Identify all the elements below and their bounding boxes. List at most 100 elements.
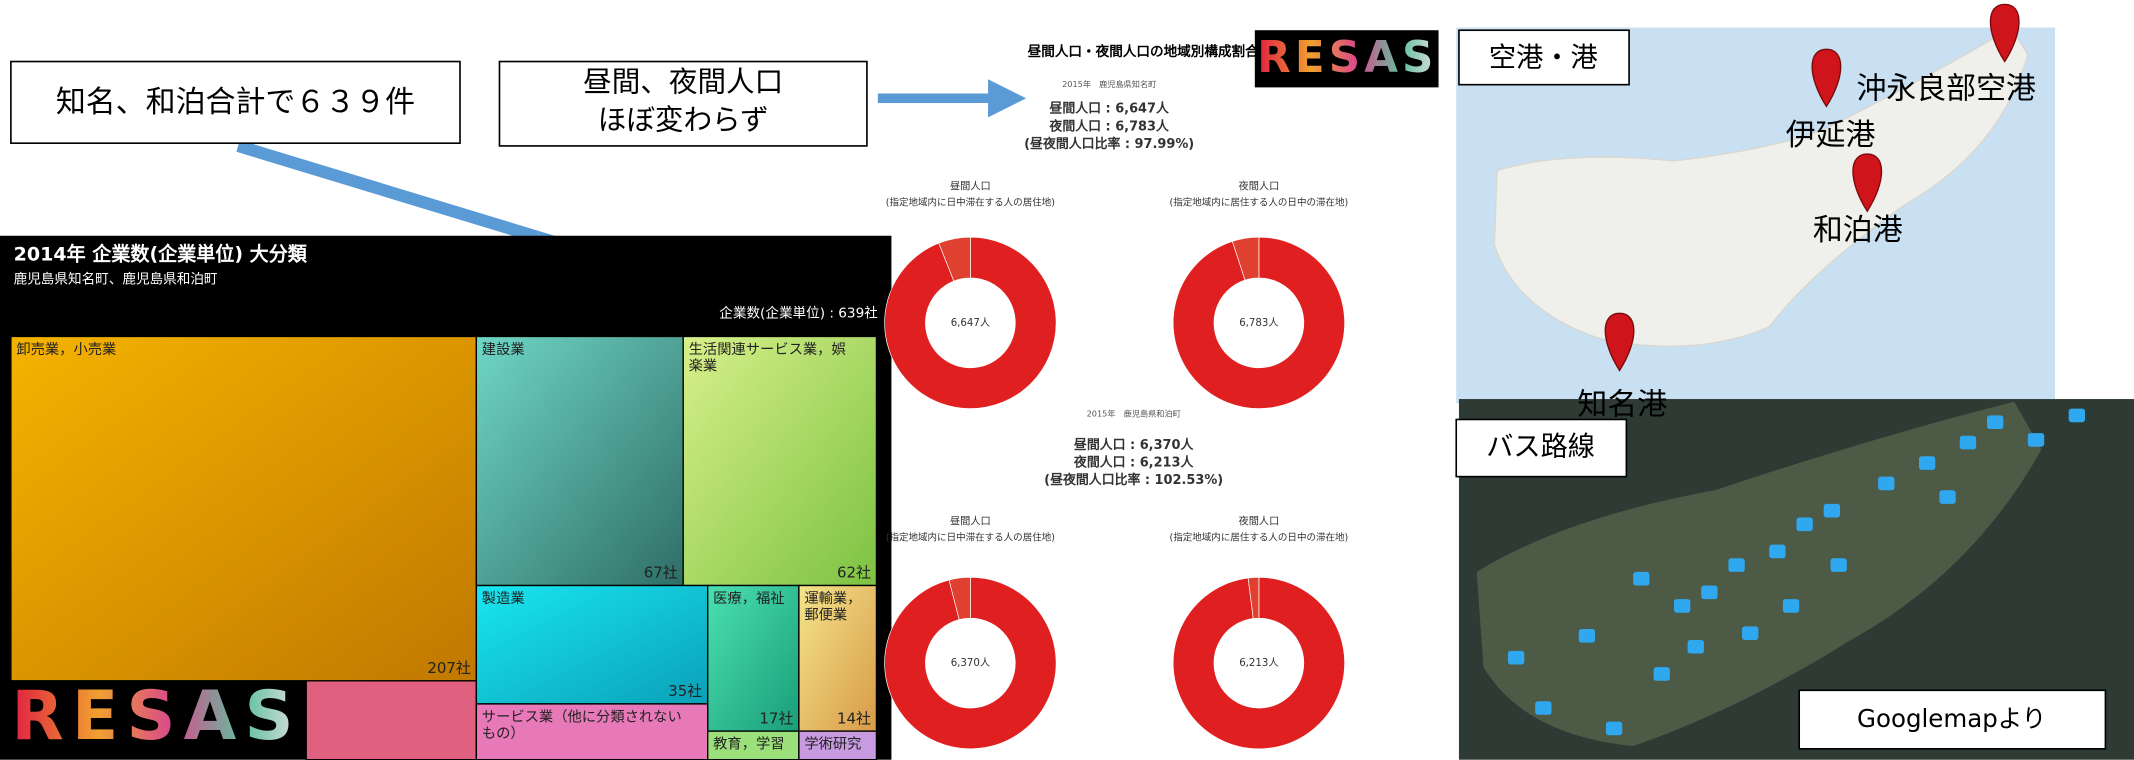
bus-icon: [1687, 639, 1704, 654]
donut-center: 6,213人: [1239, 657, 1278, 669]
callout-text: ほぼ変わらず: [598, 102, 769, 136]
place-label: 伊延港: [1786, 118, 1876, 153]
treemap-cell: [798, 730, 878, 760]
cell-name: 生活関連サービス業，娯: [689, 341, 846, 358]
cell-value: 67社: [644, 564, 678, 582]
pop-line: 昼間人口 : 6,370人: [1074, 437, 1194, 453]
logo: RESAS: [1257, 33, 1437, 83]
cell-value: 35社: [668, 682, 702, 700]
treemap-cell: [475, 584, 709, 705]
cell-value: 62社: [837, 564, 871, 582]
treemap-cell: [707, 730, 800, 760]
cell-name: 建設業: [482, 341, 525, 358]
donut-slice: [938, 236, 971, 282]
treemap-cell: [475, 335, 684, 587]
donut-subtitle: (指定地域内に日中滞在する人の居住地): [886, 197, 1055, 209]
donut-center: 6,370人: [951, 657, 990, 669]
donut-slice: [884, 576, 1057, 750]
logo-bg: [10, 680, 304, 757]
bus-icons: [1507, 408, 2086, 736]
bus-icon: [1823, 503, 1841, 518]
pop-line: (昼夜間人口比率 : 102.53%): [1044, 472, 1223, 488]
pop-title: 昼間人口・夜間人口の地域別構成割合: [1028, 43, 1259, 60]
donut-slice: [948, 577, 971, 620]
callout-text: 知名、和泊合計で６３９件: [56, 85, 415, 120]
source-label: Googlemapより: [1857, 704, 2046, 733]
place-label: 知名港: [1577, 387, 1667, 422]
donut-center: 6,783人: [1239, 317, 1278, 329]
cell-name: 運輸業，: [804, 590, 861, 607]
cell-value: 14社: [837, 709, 871, 727]
logo-bg: [1254, 30, 1439, 88]
bus-icon: [1507, 650, 1525, 665]
bus-icon: [2027, 433, 2045, 447]
bus-icon: [1769, 544, 1786, 559]
map-pin: [1989, 3, 2020, 63]
map-label: 空港・港: [1489, 42, 1598, 73]
treemap-title: 2014年 企業数(企業単位) 大分類: [14, 242, 308, 265]
map-pin: [1852, 153, 1883, 213]
cell-name: 楽業: [689, 357, 718, 374]
label-box: [498, 60, 868, 147]
satellite-island: [1476, 401, 2042, 747]
logo: RESAS: [11, 677, 301, 756]
cell-name: 製造業: [482, 590, 525, 607]
bus-icon: [1701, 585, 1718, 600]
callout-text: 昼間、夜間人口: [583, 64, 783, 98]
treemap-subtitle: 鹿児島県知名町、鹿児島県和泊町: [14, 270, 218, 287]
bus-icon: [2068, 408, 2086, 423]
label-box: [1798, 689, 2107, 750]
cell-value: 207社: [427, 659, 471, 677]
donut-slice: [1172, 576, 1345, 750]
donut-subtitle: (指定地域内に居住する人の日中の滞在地): [1170, 197, 1349, 209]
donut-slice: [884, 236, 1057, 409]
donut-title: 夜間人口: [1239, 180, 1280, 193]
cell-name: 医療，福祉: [713, 590, 784, 607]
pop-line: (昼夜間人口比率 : 97.99%): [1024, 136, 1194, 152]
bus-icon: [1878, 476, 1895, 491]
map-label: バス路線: [1486, 432, 1595, 463]
bus-icon: [1959, 435, 1977, 450]
cell-name: 卸売業，小売業: [16, 341, 116, 358]
treemap-cell: [798, 584, 878, 732]
label-box: [1458, 29, 1630, 86]
donut-center: 6,647人: [951, 317, 990, 329]
donut-slice: [1247, 577, 1260, 619]
area: 2015年 鹿児島県和泊町: [1087, 409, 1181, 419]
donut-subtitle: (指定地域内に日中滞在する人の居住地): [886, 531, 1055, 543]
bus-icon: [1742, 626, 1759, 640]
cell-name: 郵便業: [804, 606, 847, 623]
bus-icon: [1605, 721, 1623, 736]
donut-title: 昼間人口: [950, 516, 991, 528]
treemap-cell: [305, 680, 478, 760]
cell-name: サービス業（他に分類されない: [482, 709, 682, 726]
bus-icon: [1728, 558, 1745, 572]
bus-icon: [1633, 571, 1650, 586]
bus-icon: [1782, 599, 1800, 613]
pop-line: 昼間人口 : 6,647人: [1049, 101, 1169, 117]
treemap-cell: [682, 335, 878, 587]
bus-icon: [1653, 667, 1670, 681]
cell-name: もの）: [482, 725, 525, 742]
treemap-cell: [707, 584, 800, 732]
treemap-cell: [475, 703, 709, 760]
pop-line: 夜間人口 : 6,213人: [1073, 455, 1194, 471]
bus-icon: [1939, 490, 1956, 504]
bus-icon: [1578, 629, 1596, 643]
map-pin: [1811, 48, 1842, 108]
donut-slice: [1172, 236, 1345, 409]
cell-name: 学術研究: [804, 736, 861, 753]
bus-icon: [1830, 558, 1847, 572]
bus-icon: [1987, 415, 2004, 429]
treemap-total: 企業数(企業単位) : 639社: [719, 304, 878, 321]
donut-slice: [1231, 236, 1260, 281]
bus-icon: [1535, 701, 1552, 715]
place-label: 和泊港: [1813, 213, 1903, 248]
label-box: [1455, 418, 1628, 478]
cell-value: 17社: [759, 709, 793, 727]
treemap-cell: [10, 335, 478, 682]
donut-title: 夜間人口: [1239, 515, 1280, 528]
cell-name: 教育，学習: [713, 736, 784, 753]
